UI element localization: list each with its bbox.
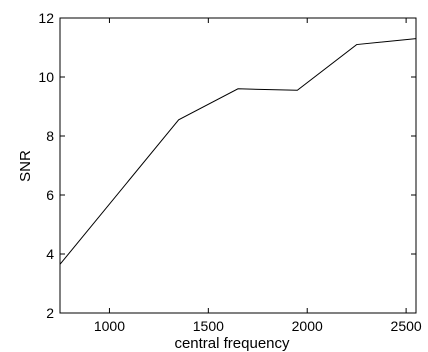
x-tick-label: 2000 [292, 318, 323, 334]
plot-area: 1000 1500 2000 2500 2 4 6 8 10 12 [38, 10, 421, 334]
y-tick-label: 8 [46, 128, 54, 144]
y-tick-label: 6 [46, 187, 54, 203]
x-axis-label: central frequency [174, 335, 290, 352]
y-tick-label: 2 [46, 305, 54, 321]
y-axis-label: SNR [17, 150, 34, 182]
y-tick-label: 10 [38, 69, 54, 85]
x-tick-label: 1000 [94, 318, 125, 334]
x-tick-label: 1500 [193, 318, 224, 334]
plot-frame [59, 17, 417, 314]
series-line [59, 38, 417, 265]
y-tick-label: 4 [46, 246, 54, 262]
y-tick-label: 12 [38, 10, 54, 26]
x-tick-label: 2500 [391, 318, 422, 334]
